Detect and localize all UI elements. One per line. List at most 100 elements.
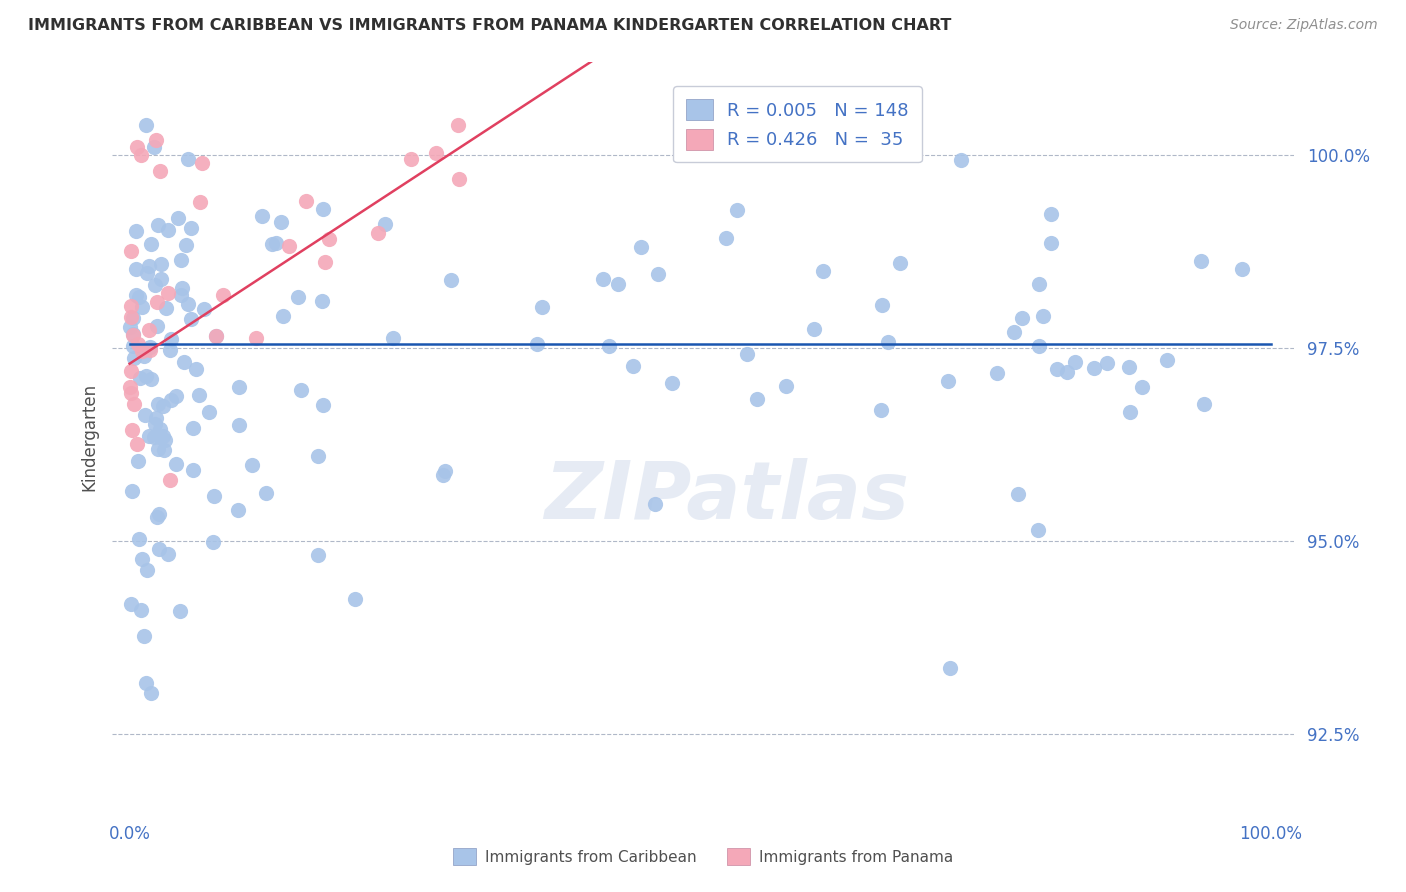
- Point: [1040, 235, 1063, 250]
- Point: [1118, 359, 1140, 374]
- Point: [775, 379, 797, 393]
- Point: [287, 290, 309, 304]
- Point: [138, 259, 160, 273]
- Point: [121, 423, 143, 437]
- Point: [870, 403, 893, 417]
- Point: [939, 661, 962, 675]
- Point: [318, 232, 340, 246]
- Text: IMMIGRANTS FROM CARIBBEAN VS IMMIGRANTS FROM PANAMA KINDERGARTEN CORRELATION CHA: IMMIGRANTS FROM CARIBBEAN VS IMMIGRANTS …: [28, 18, 952, 33]
- Point: [187, 387, 209, 401]
- Point: [125, 224, 148, 238]
- Point: [889, 256, 911, 270]
- Point: [228, 380, 250, 394]
- Point: [131, 552, 153, 566]
- Point: [432, 468, 454, 483]
- Point: [714, 231, 737, 245]
- Point: [125, 287, 148, 301]
- Point: [1011, 310, 1033, 325]
- Point: [226, 503, 249, 517]
- Point: [250, 210, 273, 224]
- Point: [644, 497, 666, 511]
- Point: [211, 288, 233, 302]
- Point: [311, 293, 333, 308]
- Point: [1056, 365, 1078, 379]
- Point: [290, 384, 312, 398]
- Point: [314, 255, 336, 269]
- Point: [143, 278, 166, 293]
- Point: [440, 273, 463, 287]
- Point: [936, 374, 959, 388]
- Point: [148, 397, 170, 411]
- Point: [127, 454, 149, 468]
- Point: [170, 280, 193, 294]
- Point: [159, 473, 181, 487]
- Point: [240, 458, 263, 472]
- Point: [256, 485, 278, 500]
- Point: [165, 389, 187, 403]
- Point: [1046, 362, 1069, 376]
- Point: [1040, 207, 1063, 221]
- Point: [271, 309, 294, 323]
- Point: [149, 163, 172, 178]
- Point: [278, 238, 301, 252]
- Point: [1194, 397, 1216, 411]
- Point: [131, 300, 153, 314]
- Point: [188, 194, 211, 209]
- Point: [150, 257, 173, 271]
- Point: [146, 318, 169, 333]
- Point: [1032, 309, 1054, 323]
- Point: [125, 262, 148, 277]
- Point: [152, 429, 174, 443]
- Point: [122, 351, 145, 365]
- Point: [135, 676, 157, 690]
- Point: [138, 323, 160, 337]
- Point: [149, 422, 172, 436]
- Point: [1156, 352, 1178, 367]
- Point: [1007, 486, 1029, 500]
- Point: [193, 302, 215, 317]
- Point: [367, 226, 389, 240]
- Point: [143, 429, 166, 443]
- Point: [145, 133, 167, 147]
- Point: [381, 331, 404, 345]
- Point: [169, 604, 191, 618]
- Point: [153, 433, 176, 447]
- Point: [121, 310, 143, 325]
- Point: [157, 285, 180, 300]
- Point: [157, 547, 180, 561]
- Point: [1028, 277, 1050, 292]
- Point: [120, 364, 142, 378]
- Point: [146, 442, 169, 456]
- Point: [138, 428, 160, 442]
- Point: [1083, 361, 1105, 376]
- Point: [129, 603, 152, 617]
- Point: [1002, 326, 1025, 340]
- Point: [148, 508, 170, 522]
- Point: [295, 194, 318, 208]
- Point: [343, 592, 366, 607]
- Point: [228, 418, 250, 433]
- Point: [598, 339, 620, 353]
- Point: [120, 310, 142, 325]
- Point: [623, 359, 645, 374]
- Point: [122, 327, 145, 342]
- Point: [661, 376, 683, 390]
- Point: [148, 541, 170, 556]
- Point: [165, 457, 187, 471]
- Point: [737, 346, 759, 360]
- Point: [170, 253, 193, 268]
- Point: [181, 462, 204, 476]
- Point: [174, 238, 197, 252]
- Point: [118, 380, 141, 394]
- Point: [131, 343, 153, 358]
- Point: [1130, 380, 1153, 394]
- Point: [122, 397, 145, 411]
- Point: [142, 140, 165, 154]
- Point: [531, 301, 554, 315]
- Point: [606, 277, 628, 292]
- Point: [127, 337, 149, 351]
- Point: [307, 449, 329, 463]
- Point: [205, 329, 228, 343]
- Point: [312, 398, 335, 412]
- Point: [139, 371, 162, 385]
